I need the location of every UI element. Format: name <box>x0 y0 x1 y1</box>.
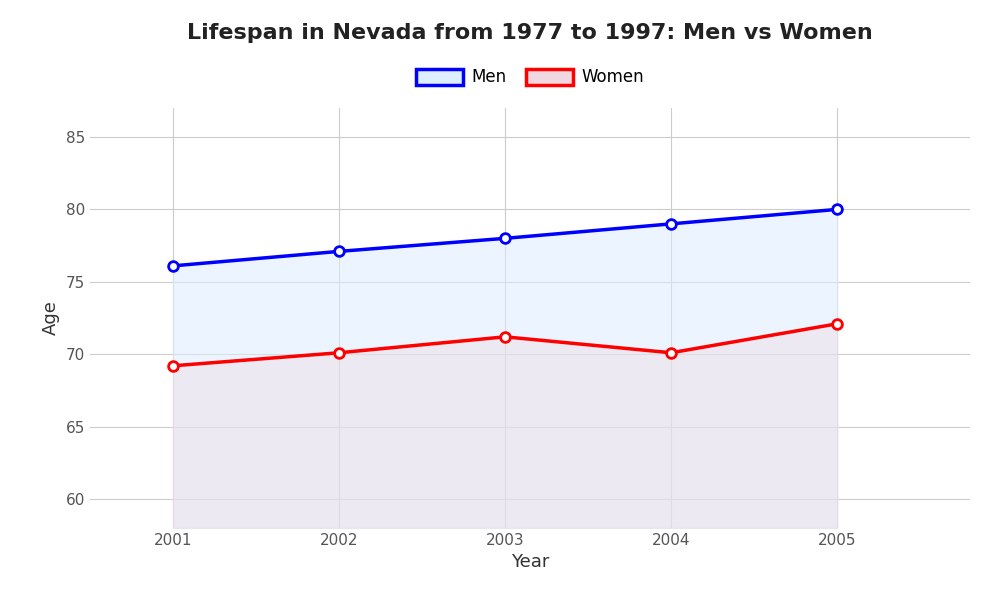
Title: Lifespan in Nevada from 1977 to 1997: Men vs Women: Lifespan in Nevada from 1977 to 1997: Me… <box>187 23 873 43</box>
X-axis label: Year: Year <box>511 553 549 571</box>
Y-axis label: Age: Age <box>42 301 60 335</box>
Legend: Men, Women: Men, Women <box>409 62 651 93</box>
